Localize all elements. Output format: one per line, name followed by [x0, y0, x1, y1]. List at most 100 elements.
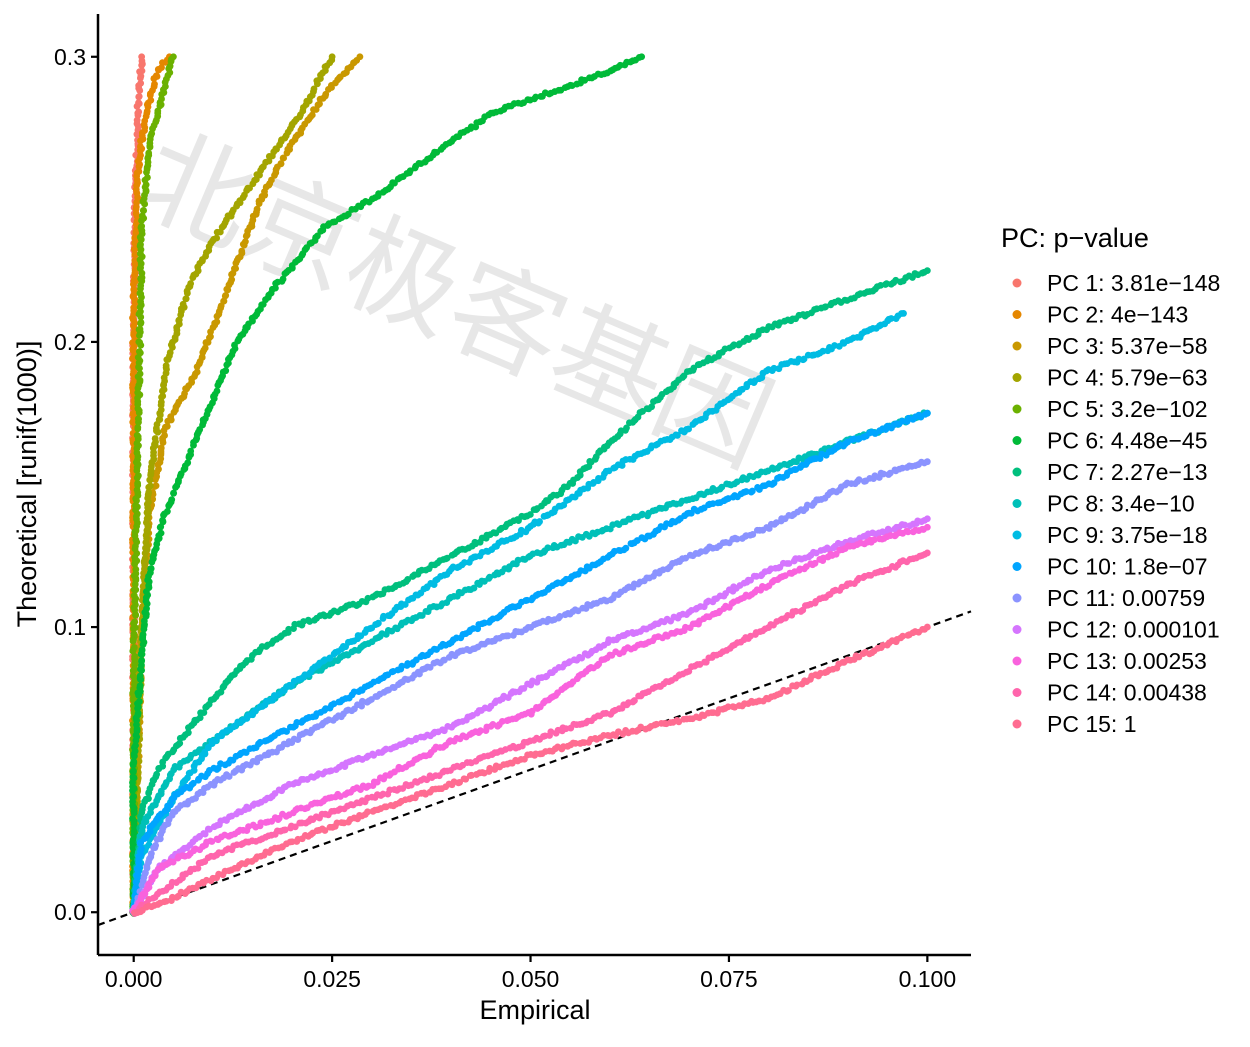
data-point [887, 315, 895, 322]
data-point [461, 559, 468, 566]
data-point [193, 368, 201, 376]
data-point [138, 67, 146, 75]
data-point [159, 516, 166, 524]
data-point [685, 425, 693, 433]
data-point [855, 476, 863, 484]
data-point [328, 53, 336, 61]
legend-marker [1012, 499, 1022, 508]
x-tick-label: 0.100 [899, 966, 957, 992]
legend-marker [1012, 467, 1022, 477]
data-point [504, 632, 512, 640]
data-point [136, 143, 144, 150]
data-point [526, 511, 534, 518]
data-point [308, 111, 316, 119]
data-point [238, 247, 246, 255]
data-point [356, 53, 364, 61]
legend: PC: p−value PC 1: 3.81e−148 PC 2: 4e−143 P… [1001, 223, 1220, 737]
data-point [733, 535, 741, 543]
data-point [187, 447, 195, 455]
data-point [631, 697, 638, 704]
data-point [623, 424, 630, 432]
data-point [136, 325, 144, 333]
legend-marker [1012, 593, 1022, 603]
data-point [130, 592, 138, 600]
data-point [241, 238, 249, 246]
data-point [136, 698, 143, 705]
data-point [135, 99, 142, 107]
data-point [785, 560, 793, 567]
data-point [152, 72, 160, 80]
data-point [277, 160, 285, 167]
x-tick-label: 0.000 [105, 966, 163, 992]
data-point [157, 406, 165, 414]
data-point [291, 823, 299, 831]
y-tick-label: 0.1 [54, 614, 86, 640]
data-point [793, 681, 801, 689]
data-point [379, 790, 387, 798]
y-axis-title: Theoretical [runif(1000)] [12, 341, 42, 628]
legend-item: PC 3: 5.37e−58 [1012, 333, 1207, 359]
data-point [749, 531, 757, 538]
legend-label: PC 14: 0.00438 [1047, 680, 1207, 706]
data-point [138, 845, 145, 853]
data-point [532, 93, 540, 101]
data-point [182, 295, 190, 303]
data-point [870, 536, 878, 544]
data-point [880, 470, 887, 478]
legend-marker [1012, 341, 1022, 351]
legend-marker [1012, 656, 1022, 666]
data-point [145, 795, 152, 803]
data-point [129, 773, 137, 781]
data-point [133, 431, 141, 439]
series-5 [129, 53, 177, 917]
data-point [923, 267, 931, 275]
data-point [742, 488, 750, 495]
legend-label: PC 9: 3.75e−18 [1047, 522, 1207, 548]
legend-label: PC 15: 1 [1047, 711, 1137, 737]
data-point [141, 555, 149, 562]
data-point [135, 93, 143, 100]
data-point [222, 291, 230, 299]
legend-item: PC 6: 4.48e−45 [1012, 428, 1207, 454]
data-point [724, 703, 732, 711]
data-point [184, 729, 192, 737]
y-tick-label: 0.3 [54, 44, 86, 70]
x-tick-label: 0.075 [700, 966, 758, 992]
data-point [638, 510, 646, 518]
data-point [622, 544, 630, 552]
series-13 [129, 523, 931, 915]
data-point [648, 403, 656, 411]
legend-label: PC 3: 5.37e−58 [1047, 333, 1207, 359]
data-point [184, 459, 192, 467]
data-point [151, 435, 159, 442]
data-point [374, 619, 382, 627]
data-point [257, 819, 265, 827]
legend-title: PC: p−value [1001, 223, 1149, 253]
data-point [164, 508, 171, 515]
legend-label: PC 2: 4e−143 [1047, 302, 1188, 328]
data-point [135, 168, 143, 175]
data-point [145, 489, 153, 496]
data-point [213, 318, 221, 326]
data-point [137, 241, 144, 249]
data-point [822, 303, 830, 311]
data-point [220, 297, 228, 305]
data-point [194, 864, 202, 872]
data-point [200, 709, 208, 717]
legend-label: PC 11: 0.00759 [1047, 585, 1205, 611]
data-point [923, 515, 931, 523]
legend-marker [1012, 719, 1022, 729]
data-point [132, 741, 139, 749]
data-point [137, 79, 145, 87]
data-point [136, 672, 144, 680]
legend-item: PC 7: 2.27e−13 [1012, 459, 1207, 485]
data-point [169, 858, 177, 866]
data-point [477, 727, 484, 735]
series-15 [130, 623, 931, 917]
data-point [136, 370, 144, 378]
legend-marker [1012, 530, 1022, 540]
data-point [176, 739, 184, 747]
legend-marker [1012, 278, 1022, 288]
legend-item: PC 15: 1 [1012, 711, 1137, 737]
